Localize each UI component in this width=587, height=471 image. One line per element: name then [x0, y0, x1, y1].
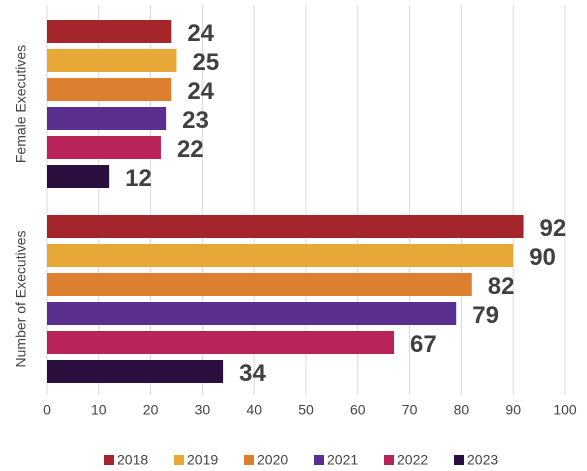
legend-label: 2022	[397, 452, 428, 468]
value-label: 34	[239, 360, 266, 387]
category-label: Number of Executives	[13, 231, 29, 368]
bar	[47, 20, 172, 43]
x-tick-label: 60	[350, 402, 366, 418]
value-label: 25	[193, 49, 220, 76]
legend-label: 2020	[257, 452, 288, 468]
bar	[47, 302, 457, 325]
legend-swatch	[174, 455, 184, 465]
value-label: 23	[182, 107, 209, 134]
category-label: Female Executives	[13, 45, 29, 163]
bar	[47, 360, 224, 383]
value-label: 22	[177, 136, 204, 163]
value-label: 24	[187, 78, 214, 105]
value-label: 90	[529, 244, 556, 271]
x-tick-label: 90	[505, 402, 521, 418]
x-tick-label: 40	[246, 402, 262, 418]
bar	[47, 331, 395, 354]
legend-swatch	[454, 455, 464, 465]
x-tick-label: 20	[143, 402, 159, 418]
x-tick-label: 100	[553, 402, 577, 418]
value-label: 67	[410, 331, 437, 358]
x-tick-label: 50	[298, 402, 314, 418]
legend-swatch	[314, 455, 324, 465]
bar	[47, 136, 161, 159]
legend-swatch	[104, 455, 114, 465]
bar	[47, 107, 167, 130]
bar	[47, 78, 172, 101]
value-label: 82	[488, 273, 515, 300]
legend-swatch	[244, 455, 254, 465]
bar	[47, 244, 514, 267]
value-label: 92	[540, 215, 567, 242]
x-tick-label: 0	[43, 402, 51, 418]
bar	[47, 273, 472, 296]
value-label: 79	[472, 302, 499, 329]
legend-label: 2021	[327, 452, 358, 468]
bar	[47, 165, 110, 188]
value-label: 24	[187, 20, 214, 47]
x-tick-label: 70	[402, 402, 418, 418]
legend-label: 2018	[117, 452, 148, 468]
bar	[47, 215, 524, 238]
x-tick-label: 10	[91, 402, 107, 418]
legend-label: 2023	[467, 452, 498, 468]
legend-label: 2019	[187, 452, 218, 468]
x-tick-label: 80	[454, 402, 470, 418]
x-tick-label: 30	[195, 402, 211, 418]
bar	[47, 49, 177, 72]
value-label: 12	[125, 165, 152, 192]
legend-swatch	[384, 455, 394, 465]
